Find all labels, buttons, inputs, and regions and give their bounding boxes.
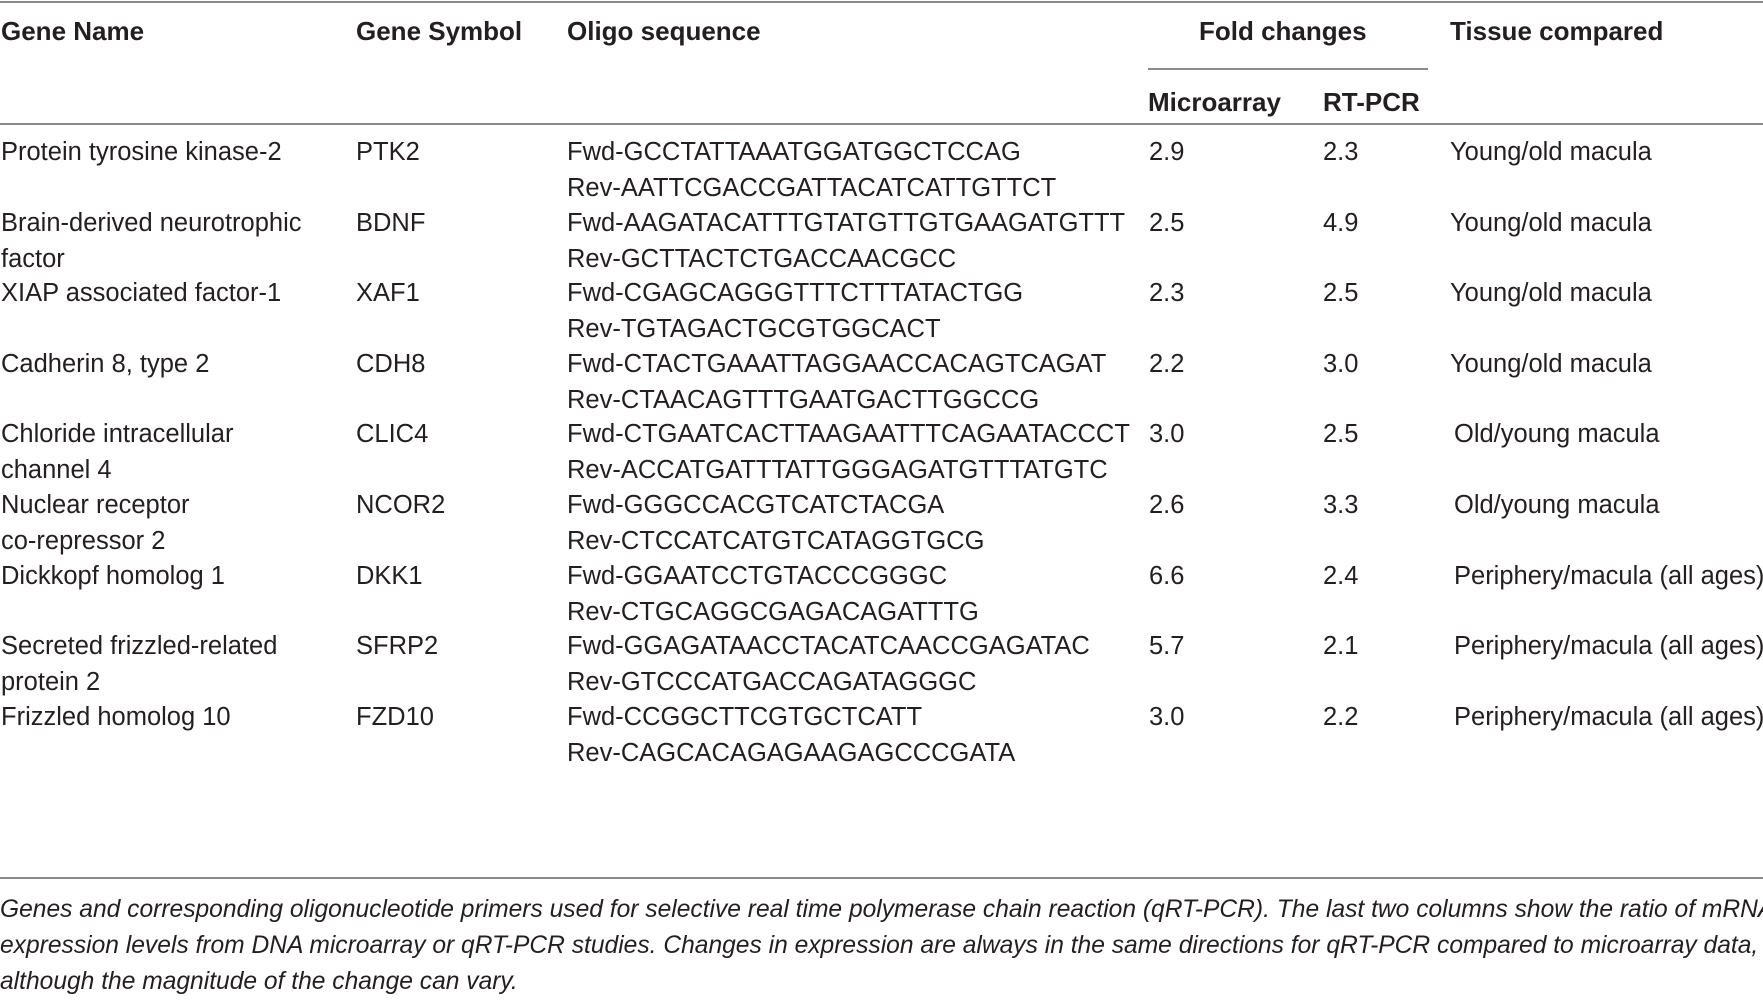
gene-symbol: PTK2 xyxy=(356,138,420,166)
microarray-fold-change: 2.9 xyxy=(1149,138,1185,166)
table-header-rule xyxy=(0,123,1763,125)
reverse-primer: Rev-GCTTACTCTGACCAACGCC xyxy=(567,244,957,273)
rt-pcr-fold-change: 3.3 xyxy=(1323,491,1359,519)
reverse-primer: Rev-CTCCATCATGTCATAGGTGCG xyxy=(567,526,985,555)
rt-pcr-fold-change: 2.5 xyxy=(1323,420,1359,448)
gene-name-line-2: channel 4 xyxy=(1,455,112,484)
gene-symbol: SFRP2 xyxy=(356,632,439,660)
forward-primer: Fwd-CTGAATCACTTAAGAATTTCAGAATACCCT xyxy=(567,420,1130,448)
header-tissue-compared: Tissue compared xyxy=(1450,16,1664,46)
rt-pcr-fold-change: 2.2 xyxy=(1323,703,1359,731)
rt-pcr-fold-change: 2.1 xyxy=(1323,632,1359,660)
microarray-fold-change: 2.6 xyxy=(1149,491,1185,519)
forward-primer: Fwd-AAGATACATTTGTATGTTGTGAAGATGTTT xyxy=(567,209,1126,237)
rt-pcr-fold-change: 2.4 xyxy=(1323,562,1359,590)
gene-symbol: CLIC4 xyxy=(356,420,429,448)
header-oligo-sequence: Oligo sequence xyxy=(567,16,761,46)
rt-pcr-fold-change: 2.3 xyxy=(1323,138,1359,166)
microarray-fold-change: 3.0 xyxy=(1149,703,1185,731)
reverse-primer: Rev-TGTAGACTGCGTGGCACT xyxy=(567,314,941,343)
forward-primer: Fwd-GGAGATAACCTACATCAACCGAGATAC xyxy=(567,632,1090,660)
forward-primer: Fwd-CTACTGAAATTAGGAACCACAGTCAGAT xyxy=(567,350,1107,378)
reverse-primer: Rev-ACCATGATTTATTGGGAGATGTTTATGTC xyxy=(567,455,1108,484)
gene-symbol: CDH8 xyxy=(356,350,426,378)
header-microarray: Microarray xyxy=(1148,87,1281,117)
gene-name-line-2: protein 2 xyxy=(1,667,101,696)
header-rt-pcr: RT-PCR xyxy=(1323,87,1420,117)
forward-primer: Fwd-GGGCCACGTCATCTACGA xyxy=(567,491,945,519)
header-gene-symbol: Gene Symbol xyxy=(356,16,523,46)
gene-name-line-1: Frizzled homolog 10 xyxy=(1,703,231,731)
gene-symbol: NCOR2 xyxy=(356,491,446,519)
tissue-compared: Periphery/macula (all ages) xyxy=(1454,562,1763,590)
table-bottom-rule xyxy=(0,877,1763,879)
microarray-fold-change: 6.6 xyxy=(1149,562,1185,590)
microarray-fold-change: 3.0 xyxy=(1149,420,1185,448)
tissue-compared: Young/old macula xyxy=(1450,209,1652,237)
rt-pcr-fold-change: 2.5 xyxy=(1323,279,1359,307)
tissue-compared: Young/old macula xyxy=(1450,279,1652,307)
gene-name-line-1: Chloride intracellular xyxy=(1,420,234,448)
gene-name-line-2: factor xyxy=(1,244,65,273)
caption-line-3: although the magnitude of the change can… xyxy=(0,968,518,995)
table-caption: Genes and corresponding oligonucleotide … xyxy=(0,892,1763,1000)
gene-name-line-1: Protein tyrosine kinase-2 xyxy=(1,138,282,166)
gene-symbol: XAF1 xyxy=(356,279,420,307)
header-gene-name: Gene Name xyxy=(1,16,145,46)
reverse-primer: Rev-CAGCACAGAGAAGAGCCCGATA xyxy=(567,738,1016,767)
microarray-fold-change: 2.5 xyxy=(1149,209,1185,237)
gene-symbol: FZD10 xyxy=(356,703,434,731)
forward-primer: Fwd-CGAGCAGGGTTTCTTTATACTGG xyxy=(567,279,1024,307)
microarray-fold-change: 2.2 xyxy=(1149,350,1185,378)
tissue-compared: Old/young macula xyxy=(1454,420,1660,448)
gene-symbol: BDNF xyxy=(356,209,426,237)
header-fold-changes: Fold changes xyxy=(1199,16,1367,46)
reverse-primer: Rev-CTAACAGTTTGAATGACTTGGCCG xyxy=(567,385,1040,414)
tissue-compared: Periphery/macula (all ages) xyxy=(1454,703,1763,731)
caption-line-2: expression levels from DNA microarray or… xyxy=(0,932,1759,959)
forward-primer: Fwd-GCCTATTAAATGGATGGCTCCAG xyxy=(567,138,1021,166)
gene-name-line-2: co-repressor 2 xyxy=(1,526,166,555)
reverse-primer: Rev-GTCCCATGACCAGATAGGGC xyxy=(567,667,977,696)
gene-name-line-1: XIAP associated factor-1 xyxy=(1,279,282,307)
gene-name-line-1: Cadherin 8, type 2 xyxy=(1,350,210,378)
tissue-compared: Old/young macula xyxy=(1454,491,1660,519)
tissue-compared: Young/old macula xyxy=(1450,350,1652,378)
rt-pcr-fold-change: 3.0 xyxy=(1323,350,1359,378)
reverse-primer: Rev-AATTCGACCGATTACATCATTGTTCT xyxy=(567,173,1057,202)
tissue-compared: Young/old macula xyxy=(1450,138,1652,166)
table-top-rule xyxy=(0,1,1763,3)
reverse-primer: Rev-CTGCAGGCGAGACAGATTTG xyxy=(567,597,979,626)
rt-pcr-fold-change: 4.9 xyxy=(1323,209,1359,237)
forward-primer: Fwd-GGAATCCTGTACCCGGGC xyxy=(567,562,948,590)
forward-primer: Fwd-CCGGCTTCGTGCTCATT xyxy=(567,703,923,731)
gene-name-line-1: Secreted frizzled-related xyxy=(1,632,278,660)
gene-symbol: DKK1 xyxy=(356,562,423,590)
gene-name-line-1: Nuclear receptor xyxy=(1,491,190,519)
microarray-fold-change: 2.3 xyxy=(1149,279,1185,307)
gene-name-line-1: Dickkopf homolog 1 xyxy=(1,562,225,590)
caption-line-1: Genes and corresponding oligonucleotide … xyxy=(0,896,1763,923)
fold-changes-rule xyxy=(1148,68,1428,70)
microarray-fold-change: 5.7 xyxy=(1149,632,1185,660)
gene-name-line-1: Brain-derived neurotrophic xyxy=(1,209,302,237)
tissue-compared: Periphery/macula (all ages) xyxy=(1454,632,1763,660)
